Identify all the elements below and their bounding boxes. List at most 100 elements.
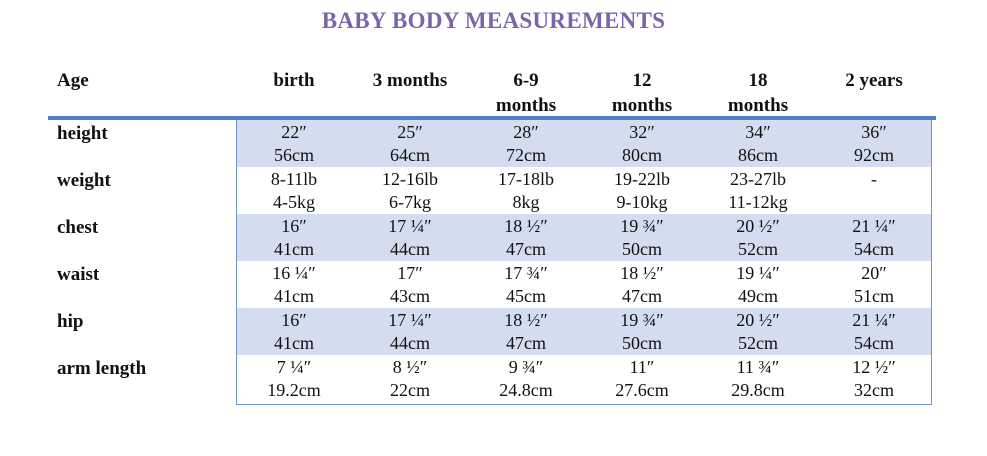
cell-value: 8 ½″ — [392, 357, 428, 377]
column-header: 12 months — [584, 68, 700, 118]
column-header: 3 months — [352, 68, 468, 118]
cell-value: 51cm — [854, 286, 894, 306]
cell-value: 52cm — [738, 333, 778, 353]
cell-value — [816, 191, 932, 214]
table-cell: 7 ¼″ 19.2cm — [236, 355, 352, 402]
table-cell: 22″ 56cm — [236, 120, 352, 167]
column-header: 2 years — [816, 68, 932, 118]
table-row: 16″ 41cm 17 ¼″ 44cm 18 ½″ 47cm 19 ¾″ 50cm 20 ½″ 5… — [237, 308, 931, 355]
cell-value: 17″ — [397, 263, 423, 283]
cell-value: 22cm — [390, 380, 430, 400]
table-cell: 23-27lb 11-12kg — [700, 167, 816, 214]
cell-value: 50cm — [622, 239, 662, 259]
column-header: birth — [236, 68, 352, 118]
cell-value: 72cm — [506, 145, 546, 165]
cell-value: 18 ½″ — [504, 310, 548, 330]
cell-value: 7 ¼″ — [276, 357, 312, 377]
cell-value: 21 ¼″ — [852, 310, 896, 330]
cell-value: 32″ — [629, 122, 655, 142]
table-row: 16″ 41cm 17 ¼″ 44cm 18 ½″ 47cm 19 ¾″ 50cm 20 ½″ 5… — [237, 214, 931, 261]
cell-value: 11 ¾″ — [736, 357, 780, 377]
cell-value: 12-16lb — [382, 169, 438, 189]
cell-value: 19.2cm — [267, 380, 321, 400]
cell-value: 19 ¼″ — [736, 263, 780, 283]
cell-value: 50cm — [622, 333, 662, 353]
cell-value: 36″ — [861, 122, 887, 142]
table-cell: 8 ½″ 22cm — [352, 355, 468, 402]
cell-value: 64cm — [390, 145, 430, 165]
row-label: hip — [57, 311, 84, 332]
table-cell: 18 ½″ 47cm — [468, 214, 584, 261]
cell-value: 41cm — [274, 239, 314, 259]
table-cell: 17 ¾″ 45cm — [468, 261, 584, 308]
column-header-line: months — [495, 95, 557, 116]
table-cell: 8-11lb 4-5kg — [236, 167, 352, 214]
column-header: 6-9 months — [468, 68, 584, 118]
cell-value: 41cm — [274, 286, 314, 306]
table-cell: 9 ¾″ 24.8cm — [468, 355, 584, 402]
table-row: 8-11lb 4-5kg 12-16lb 6-7kg 17-18lb 8kg 19-22lb… — [237, 167, 931, 214]
cell-value: 44cm — [390, 239, 430, 259]
cell-value: 44cm — [390, 333, 430, 353]
row-label: weight — [57, 170, 111, 191]
table-cell: 36″ 92cm — [816, 120, 932, 167]
column-header-line: 18 — [748, 70, 768, 91]
table-cell: 17″ 43cm — [352, 261, 468, 308]
cell-value: 47cm — [506, 239, 546, 259]
table-cell: 20 ½″ 52cm — [700, 214, 816, 261]
measurements-table: 22″ 56cm 25″ 64cm 28″ 72cm 32″ 80cm 34″ 86cm 36″ 92… — [236, 120, 932, 405]
cell-value: 54cm — [854, 333, 894, 353]
table-cell: 18 ½″ 47cm — [468, 308, 584, 355]
column-header-line: 6-9 — [513, 70, 539, 91]
cell-value: 86cm — [738, 145, 778, 165]
column-header-line: months — [727, 95, 789, 116]
table-cell: 19 ¾″ 50cm — [584, 308, 700, 355]
cell-value: 92cm — [854, 145, 894, 165]
column-header-line — [352, 93, 468, 118]
column-header-line: months — [611, 95, 673, 116]
cell-value: 11-12kg — [728, 192, 788, 212]
cell-value: 34″ — [745, 122, 771, 142]
page-title: BABY BODY MEASUREMENTS — [321, 8, 666, 33]
column-header-line: 2 years — [845, 70, 903, 91]
cell-value: 56cm — [274, 145, 314, 165]
cell-value: 18 ½″ — [620, 263, 664, 283]
cell-value: 19 ¾″ — [620, 216, 664, 236]
header-divider — [48, 116, 936, 120]
table-cell: 17 ¼″ 44cm — [352, 214, 468, 261]
table-cell: 19 ¼″ 49cm — [700, 261, 816, 308]
cell-value: 16″ — [281, 216, 307, 236]
cell-value: 20″ — [861, 263, 887, 283]
cell-value: 27.6cm — [615, 380, 669, 400]
cell-value: 20 ½″ — [736, 216, 780, 236]
table-cell: 17 ¼″ 44cm — [352, 308, 468, 355]
table-cell: 20″ 51cm — [816, 261, 932, 308]
table-row: 22″ 56cm 25″ 64cm 28″ 72cm 32″ 80cm 34″ 86cm 36″ 92… — [237, 120, 931, 167]
cell-value: 17 ¼″ — [388, 216, 432, 236]
table-row: 7 ¼″ 19.2cm 8 ½″ 22cm 9 ¾″ 24.8cm 11″ 27.6cm 11 … — [237, 355, 931, 405]
cell-value: 12 ½″ — [852, 357, 896, 377]
column-header-line: 12 — [632, 70, 652, 91]
table-cell: 16″ 41cm — [236, 214, 352, 261]
table-cell: 16″ 41cm — [236, 308, 352, 355]
row-label: arm length — [57, 358, 147, 379]
table-cell: 34″ 86cm — [700, 120, 816, 167]
cell-value: 17 ¾″ — [504, 263, 548, 283]
column-header: 18 months — [700, 68, 816, 118]
table-cell: 11″ 27.6cm — [584, 355, 700, 402]
cell-value: 6-7kg — [389, 192, 431, 212]
column-header-line — [816, 93, 932, 118]
table-cell: 12-16lb 6-7kg — [352, 167, 468, 214]
table-cell: 19 ¾″ 50cm — [584, 214, 700, 261]
cell-value: 21 ¼″ — [852, 216, 896, 236]
cell-value: 16 ¼″ — [272, 263, 316, 283]
cell-value: 16″ — [281, 310, 307, 330]
cell-value: 18 ½″ — [504, 216, 548, 236]
cell-value: 80cm — [622, 145, 662, 165]
cell-value: 17 ¼″ — [388, 310, 432, 330]
cell-value: 22″ — [281, 122, 307, 142]
cell-value: 8kg — [512, 192, 540, 212]
cell-value: 49cm — [738, 286, 778, 306]
cell-value: 19 ¾″ — [620, 310, 664, 330]
table-cell: 17-18lb 8kg — [468, 167, 584, 214]
